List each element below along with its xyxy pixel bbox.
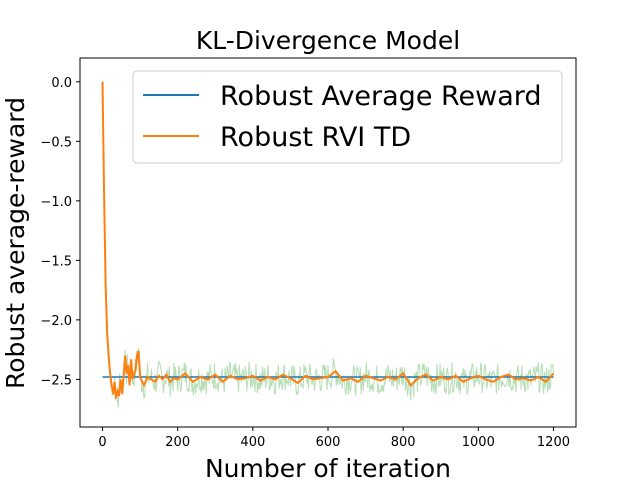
x-axis-label: Number of iteration xyxy=(205,454,451,480)
legend: Robust Average Reward Robust RVI TD xyxy=(132,70,563,164)
x-tick-label: 1200 xyxy=(537,435,570,450)
x-tick-label: 1000 xyxy=(462,435,495,450)
y-tick-label: −2.5 xyxy=(40,373,72,388)
y-axis-label: Robust average-reward xyxy=(1,97,30,389)
series-raw-noise-line xyxy=(102,81,554,408)
y-tick-label: 0.0 xyxy=(51,76,72,91)
series xyxy=(101,81,555,408)
legend-label-robust-rvi-td: Robust RVI TD xyxy=(220,122,411,153)
y-tick-label: −1.5 xyxy=(40,254,72,269)
x-tick-label: 400 xyxy=(240,435,265,450)
y-tick-label: −2.0 xyxy=(40,314,72,329)
series-robust-rvi-td-line xyxy=(101,81,555,399)
legend-label-robust-average-reward: Robust Average Reward xyxy=(220,81,542,112)
x-tick-label: 600 xyxy=(316,435,341,450)
x-tick-label: 800 xyxy=(391,435,416,450)
plot-frame xyxy=(79,57,577,428)
x-tick-label: 200 xyxy=(165,435,190,450)
legend-box xyxy=(132,70,563,164)
x-tick-label: 0 xyxy=(98,435,106,450)
y-tick-label: −0.5 xyxy=(40,135,72,150)
ticks: 0 200 400 600 800 1000 1200 0.0 −0.5 −1.0 −1.5 −2.0… xyxy=(40,76,570,450)
chart-title: KL-Divergence Model xyxy=(196,26,460,55)
y-tick-label: −1.0 xyxy=(40,195,72,210)
